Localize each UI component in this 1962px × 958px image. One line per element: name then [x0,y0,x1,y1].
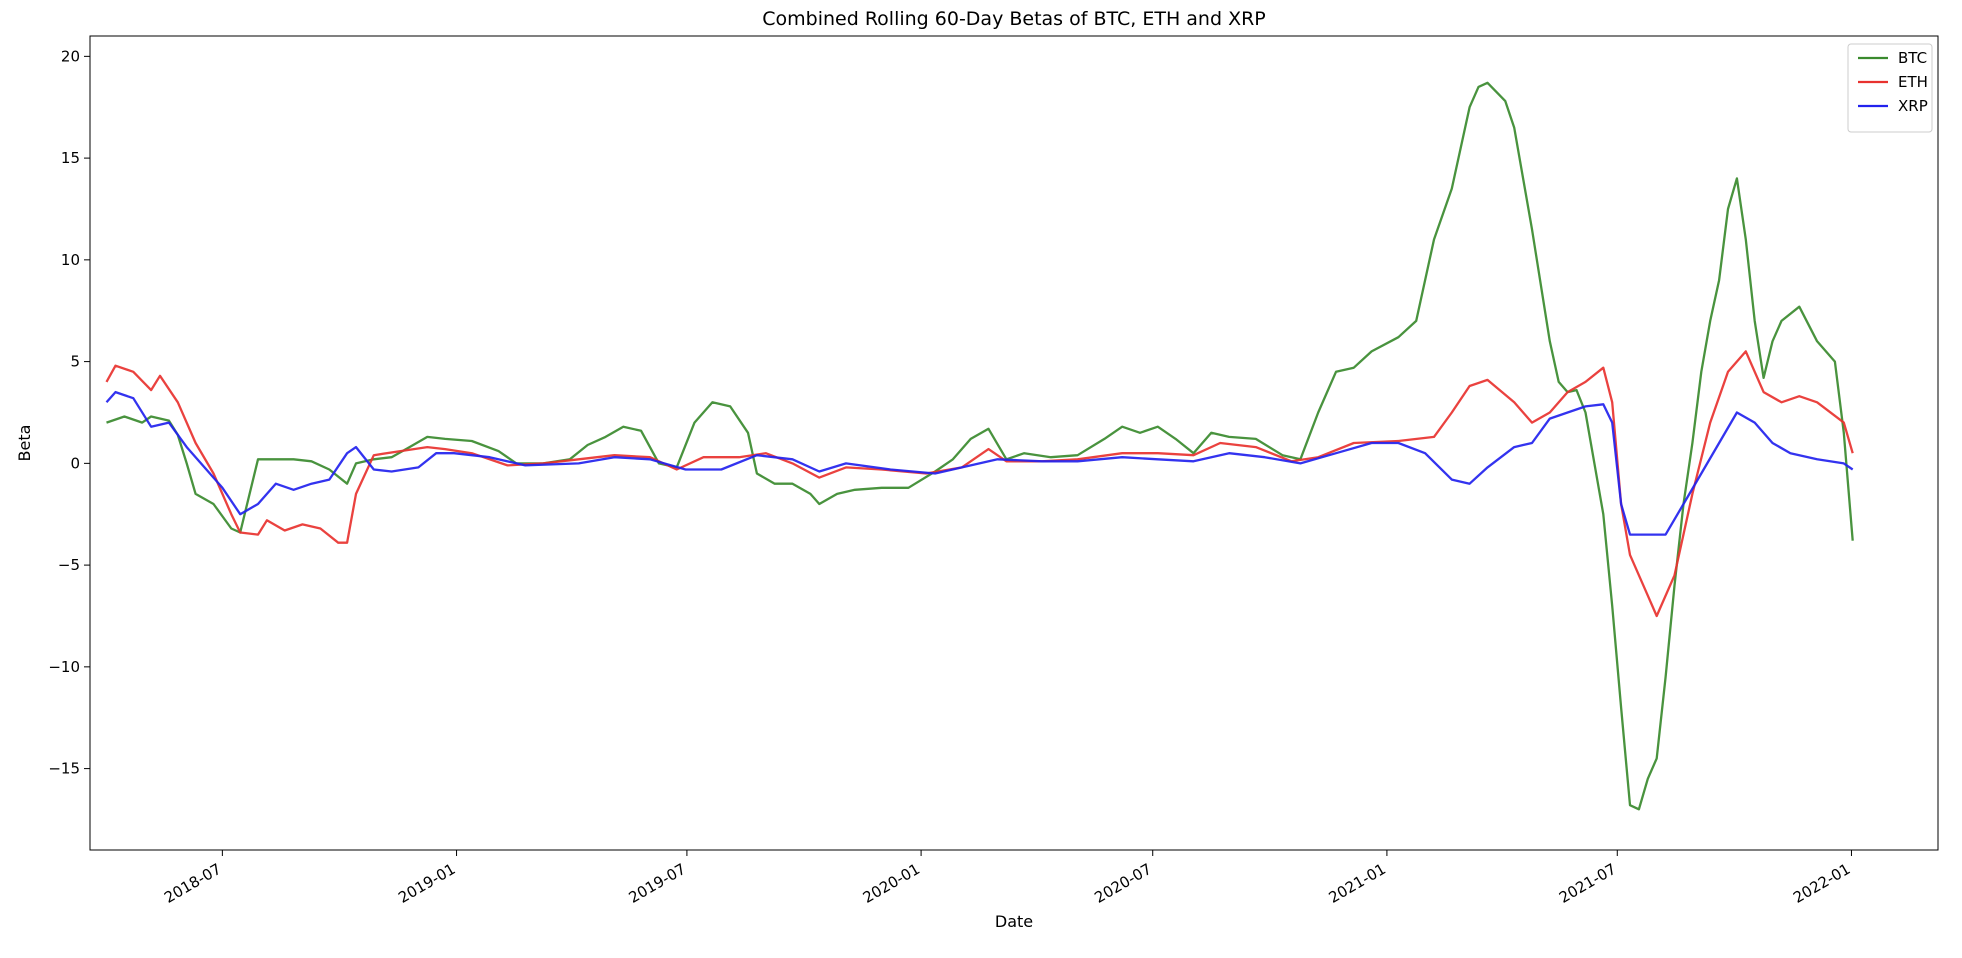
y-tick-label: 15 [61,149,80,167]
legend-label-xrp: XRP [1898,97,1928,115]
y-tick-label: 0 [70,454,80,472]
x-axis-label: Date [995,912,1033,931]
legend-box [1847,43,1933,133]
legend-label-btc: BTC [1898,49,1927,67]
y-tick-label: −15 [48,760,80,778]
y-axis-label: Beta [15,425,34,462]
chart-title: Combined Rolling 60-Day Betas of BTC, ET… [762,8,1266,30]
series-line-xrp [105,390,1854,536]
y-tick-label: −5 [58,556,80,574]
series-line-eth [105,350,1854,618]
y-tick-label: 5 [70,353,80,371]
series-line-btc [106,81,1854,811]
legend-label-eth: ETH [1898,73,1928,91]
legend: BTC ETH XRP [1847,43,1933,133]
y-tick-label: 20 [61,47,80,65]
plot-frame [89,35,1939,851]
y-tick-label: 10 [61,251,80,269]
y-tick-label: −10 [48,658,80,676]
plot-area [105,81,1854,811]
